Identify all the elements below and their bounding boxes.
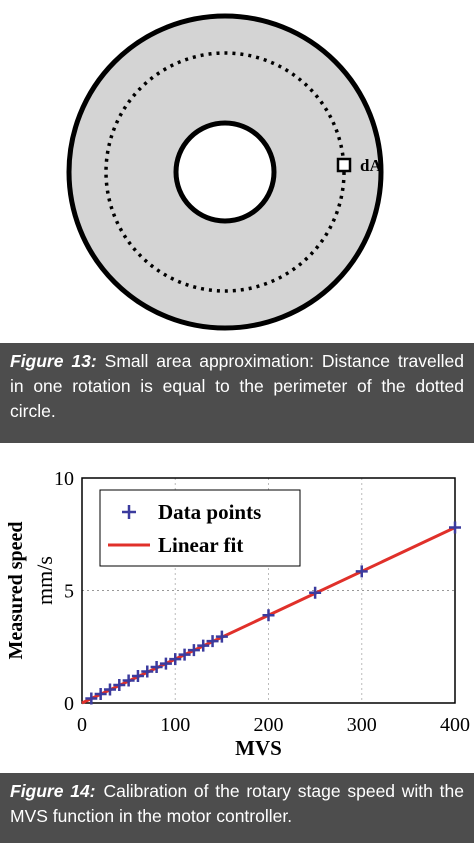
- data-point: [113, 679, 126, 691]
- data-point: [206, 635, 219, 648]
- data-point: [103, 683, 116, 696]
- data-point: [215, 630, 228, 643]
- x-tick-label: 100: [160, 714, 190, 736]
- caption-label: Figure 13:: [10, 351, 97, 371]
- caption-label: Figure 14:: [10, 781, 96, 801]
- y-tick-label: 0: [64, 693, 74, 715]
- y-tick-label: 5: [64, 581, 74, 603]
- data-point: [449, 521, 461, 534]
- data-point: [85, 692, 98, 705]
- data-point: [169, 653, 182, 666]
- caption: Figure 14: Calibration of the rotary stag…: [0, 773, 474, 843]
- data-point: [187, 644, 200, 657]
- legend-marker: [122, 505, 136, 519]
- legend-label: Data points: [158, 500, 261, 524]
- y-tick-label: 10: [54, 468, 74, 490]
- plot-frame: [81, 477, 456, 704]
- data-point: [150, 661, 163, 673]
- data-point: [197, 639, 210, 652]
- legend-label: Linear fit: [158, 533, 243, 557]
- inner-circle: [173, 120, 277, 224]
- caption-text: Small area approximation: Distance trave…: [10, 351, 464, 421]
- area-element: [336, 157, 352, 173]
- data-point: [141, 665, 154, 678]
- x-tick-label: 200: [254, 714, 284, 736]
- data-point: [355, 565, 368, 578]
- x-tick-label: 400: [440, 714, 470, 736]
- data-point: [178, 648, 191, 661]
- data-point: [122, 674, 135, 687]
- caption-text: Calibration of the rotary stage speed wi…: [10, 781, 464, 826]
- y-axis-label: mm/s: [32, 556, 57, 605]
- data-point: [262, 609, 275, 622]
- caption: Figure 13: Small area approximation: Dist…: [0, 343, 474, 443]
- data-point: [94, 688, 107, 700]
- x-tick-label: 0: [77, 714, 87, 736]
- data-point: [131, 670, 144, 682]
- data-point: [309, 586, 322, 599]
- data-point: [159, 657, 172, 670]
- y-axis-label: Measured speed: [5, 522, 27, 660]
- annotation: dA: [360, 156, 382, 175]
- legend-box: [99, 489, 301, 567]
- annulus-diagram: dA: [66, 13, 384, 331]
- x-tick-label: 300: [347, 714, 377, 736]
- x-axis-label: MVS: [235, 736, 282, 760]
